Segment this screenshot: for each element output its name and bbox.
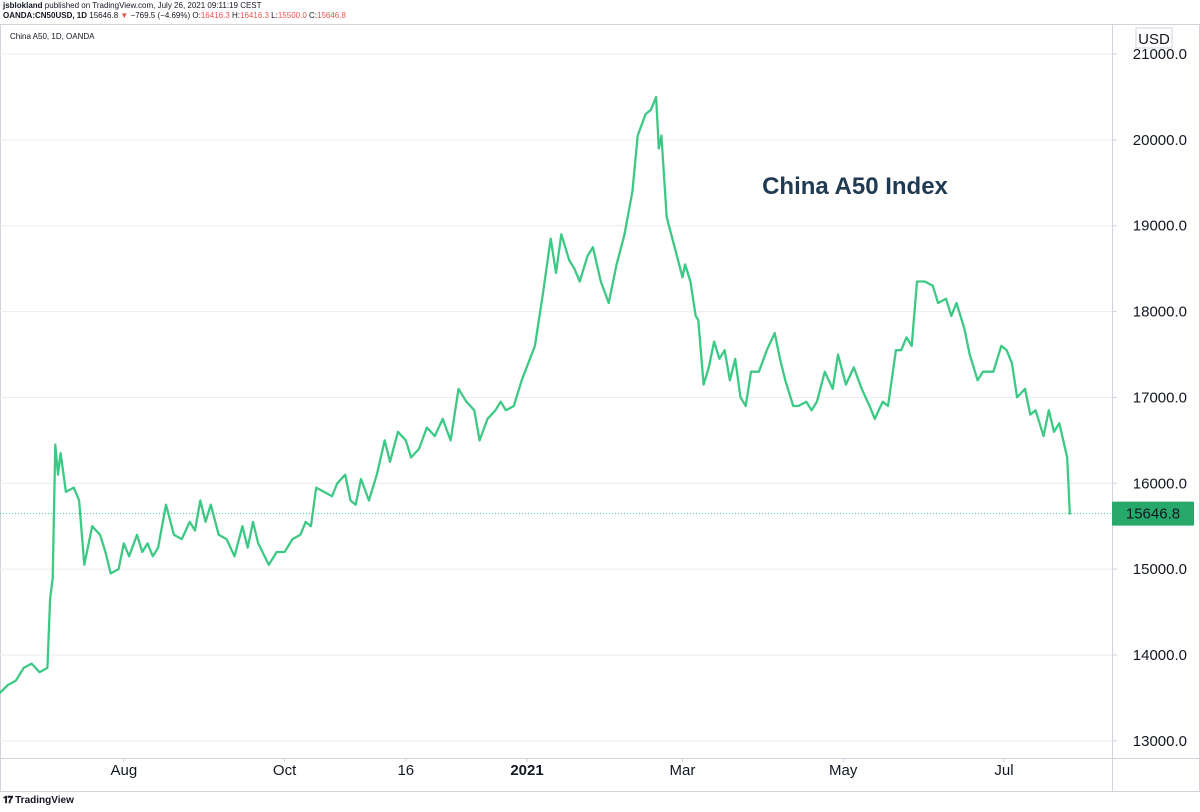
chart-frame[interactable]: 13000.0 14000.0 15000.0 16000.0 17000.0 18000… xyxy=(0,24,1200,792)
low-label: L: xyxy=(271,11,278,20)
y-tick-label: 21000.0 xyxy=(1133,46,1187,63)
chart-border xyxy=(0,24,1200,792)
tradingview-logo-icon: 𝟏𝟕 xyxy=(3,795,13,806)
high-label: H: xyxy=(232,11,241,20)
y-tick-label: 20000.0 xyxy=(1133,132,1187,149)
y-tick-label: 19000.0 xyxy=(1133,218,1187,235)
y-tick-label: 17000.0 xyxy=(1133,389,1187,406)
grid-lines xyxy=(0,53,1112,742)
tradingview-footer[interactable]: 𝟏𝟕 TradingView xyxy=(3,795,74,806)
open-value: 16416.3 xyxy=(200,11,230,20)
author-name[interactable]: jsblokland xyxy=(3,1,43,10)
time-axis[interactable]: Aug Oct 16 2021 Mar May Jul xyxy=(110,758,1014,779)
x-tick-label: Jul xyxy=(994,762,1013,779)
y-tick-label: 14000.0 xyxy=(1133,647,1187,664)
x-tick-label: Aug xyxy=(110,762,137,779)
brand-name: TradingView xyxy=(15,795,74,806)
symbol-info: OANDA:CN50USD, 1D xyxy=(3,11,88,20)
last-price-tag: 15646.8 xyxy=(1112,501,1194,526)
x-tick-label: 2021 xyxy=(510,762,543,779)
last-price: 15646.8 xyxy=(89,11,119,20)
last-price-tag-box xyxy=(1112,501,1194,526)
x-tick-label: Mar xyxy=(670,762,696,779)
y-tick-label: 13000.0 xyxy=(1133,733,1187,750)
close-label: C: xyxy=(309,11,317,20)
low-value: 15500.0 xyxy=(277,11,307,20)
publish-info: published on TradingView.com, July 26, 2… xyxy=(44,1,262,10)
chart-canvas[interactable]: 13000.0 14000.0 15000.0 16000.0 17000.0 18000… xyxy=(0,24,1200,792)
price-line-series xyxy=(0,95,1071,694)
x-tick-label: May xyxy=(829,762,858,779)
x-tick-label: 16 xyxy=(397,762,414,779)
down-arrow-icon: ▼ xyxy=(120,11,129,20)
x-tick-label: Oct xyxy=(273,762,297,779)
publish-header: jsblokland published on TradingView.com,… xyxy=(3,1,346,21)
last-price-tag-label: 15646.8 xyxy=(1126,506,1180,523)
series-legend: China A50, 1D, OANDA xyxy=(10,32,95,41)
chart-title: China A50 Index xyxy=(762,173,948,200)
y-tick-label: 18000.0 xyxy=(1133,304,1187,321)
price-change: −769.5 (−4.69%) xyxy=(130,11,191,20)
y-tick-label: 16000.0 xyxy=(1133,475,1187,492)
close-value: 15646.8 xyxy=(317,11,346,20)
price-axis[interactable]: 13000.0 14000.0 15000.0 16000.0 17000.0 18000… xyxy=(1112,46,1187,750)
open-label: O: xyxy=(192,11,201,20)
currency-label: USD xyxy=(1138,31,1170,48)
high-value: 16416.3 xyxy=(240,11,269,20)
currency-box[interactable] xyxy=(1135,27,1173,49)
y-tick-label: 15000.0 xyxy=(1133,561,1187,578)
